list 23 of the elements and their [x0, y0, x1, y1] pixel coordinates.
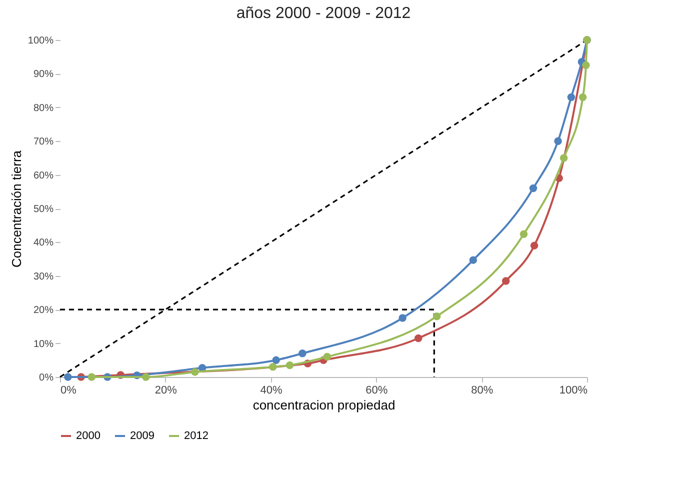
legend-label: 2009: [130, 430, 154, 442]
y-tick-label: 60%: [33, 170, 54, 182]
x-tick-label: 40%: [260, 384, 283, 396]
x-axis-title: concentracion propiedad: [252, 398, 396, 412]
x-tick-label: 60%: [366, 384, 388, 396]
y-tick-label: 10%: [33, 338, 54, 350]
y-tick-label: 30%: [33, 271, 54, 282]
x-tick-label: 80%: [471, 384, 494, 396]
y-axis-title: Concentración tierra: [8, 150, 24, 268]
y-tick-label: 0%: [39, 372, 54, 384]
y-tick-label: 80%: [33, 102, 54, 114]
legend-label: 2012: [184, 430, 208, 442]
y-tick-label: 100%: [28, 36, 54, 46]
y-tick-label: 50%: [33, 204, 54, 215]
legend-label: 2000: [76, 430, 100, 442]
chart-title: años 2000 - 2009 - 2012: [236, 5, 411, 22]
x-tick-label: 20%: [154, 384, 178, 396]
y-tick-label: 20%: [33, 305, 54, 316]
x-tick-label: 100%: [559, 384, 588, 396]
y-tick-label: 90%: [33, 69, 54, 80]
y-tick-label: 40%: [33, 238, 54, 249]
x-tick-label: 0%: [60, 384, 77, 396]
y-tick-label: 70%: [33, 136, 54, 148]
